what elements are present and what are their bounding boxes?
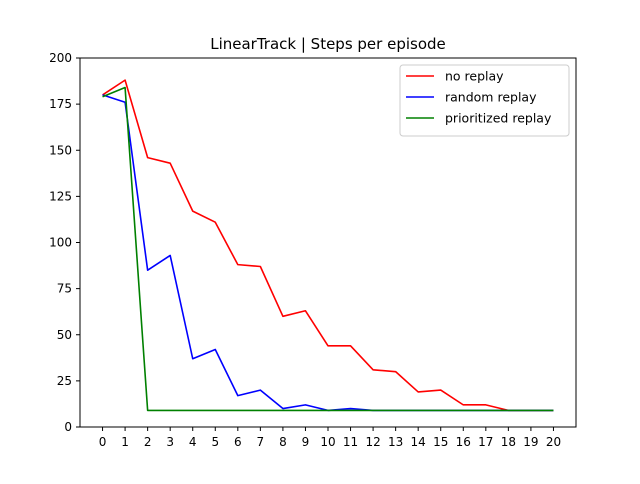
y-tick-label: 125 <box>49 189 72 203</box>
x-tick-label: 15 <box>433 435 448 449</box>
x-tick-label: 9 <box>302 435 310 449</box>
x-tick-label: 5 <box>211 435 219 449</box>
plot-frame <box>79 57 577 428</box>
x-tick-label: 18 <box>501 435 516 449</box>
x-tick-label: 8 <box>279 435 287 449</box>
x-tick-label: 6 <box>234 435 242 449</box>
y-tick-label: 50 <box>57 328 72 342</box>
x-tick-label: 10 <box>320 435 335 449</box>
legend-label: no replay <box>445 69 504 84</box>
axis-ticks: 0 1 2 3 4 5 6 7 8 9 10 11 12 13 14 15 16 17 18 19 2002550751… <box>49 51 561 449</box>
x-tick-label: 3 <box>166 435 174 449</box>
x-tick-label: 1 <box>121 435 129 449</box>
y-tick-label: 75 <box>57 282 72 296</box>
legend-label: prioritized replay <box>445 111 552 126</box>
x-tick-label: 12 <box>365 435 380 449</box>
x-tick-label: 4 <box>189 435 197 449</box>
x-tick-label: 13 <box>388 435 403 449</box>
series-line-prioritized-replay <box>102 86 554 412</box>
y-tick-label: 175 <box>49 97 72 111</box>
x-tick-label: 17 <box>478 435 493 449</box>
series-line-no-replay <box>102 79 554 412</box>
x-tick-label: 2 <box>144 435 152 449</box>
series-lines <box>102 79 554 412</box>
y-tick-label: 200 <box>49 51 72 65</box>
x-tick-label: 19 <box>523 435 538 449</box>
x-tick-label: 11 <box>343 435 358 449</box>
y-tick-label: 25 <box>57 374 72 388</box>
x-tick-label: 16 <box>456 435 471 449</box>
chart-title: LinearTrack | Steps per episode <box>210 35 446 53</box>
y-tick-label: 0 <box>64 420 72 434</box>
x-tick-label: 20 <box>546 435 561 449</box>
legend-label: random replay <box>445 90 537 105</box>
y-tick-label: 150 <box>49 143 72 157</box>
x-tick-label: 7 <box>257 435 265 449</box>
legend: no replay random replay prioritized replay <box>399 64 570 137</box>
y-tick-label: 100 <box>49 236 72 250</box>
x-tick-label: 0 <box>99 435 107 449</box>
x-tick-label: 14 <box>411 435 426 449</box>
legend-box <box>399 64 570 137</box>
